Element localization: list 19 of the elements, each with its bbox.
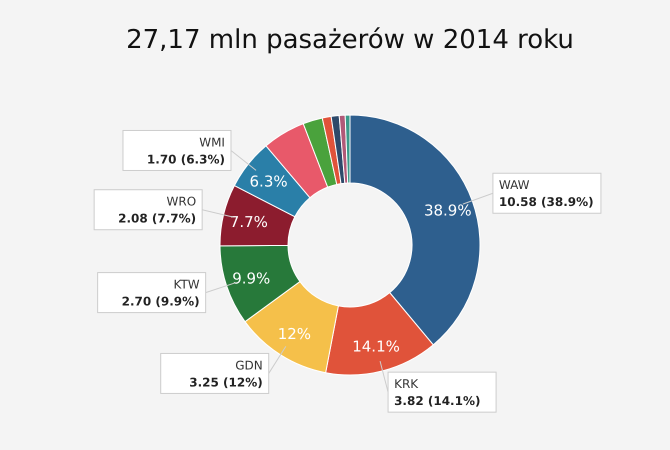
data-label: 1.70 (6.3%) [146,152,225,166]
text: 7.7% [230,212,268,231]
data-label: 2.08 (7.7%) [118,212,196,226]
slice-label: KTW [174,278,200,292]
slice-label: WRO [166,194,196,209]
text: 9.9% [232,270,270,288]
data-label: 10.58 (38.9%) [498,195,594,210]
text: 12% [278,324,312,343]
slice-label: WMI [199,135,225,150]
text: 6.3% [250,172,288,190]
slice-label: GDN [235,358,263,372]
data-label: 3.82 (14.1%) [394,394,480,408]
slice-label: WAW [498,178,530,192]
text: 38.9% [424,202,472,220]
text: 14.1% [352,338,400,356]
slice-label: KRK [394,377,420,392]
data-label: 2.70 (9.9%) [122,294,200,309]
chart-title: 27,17 mln pasażerów w 2014 roku [126,25,574,55]
data-label: 3.25 (12%) [189,375,263,390]
